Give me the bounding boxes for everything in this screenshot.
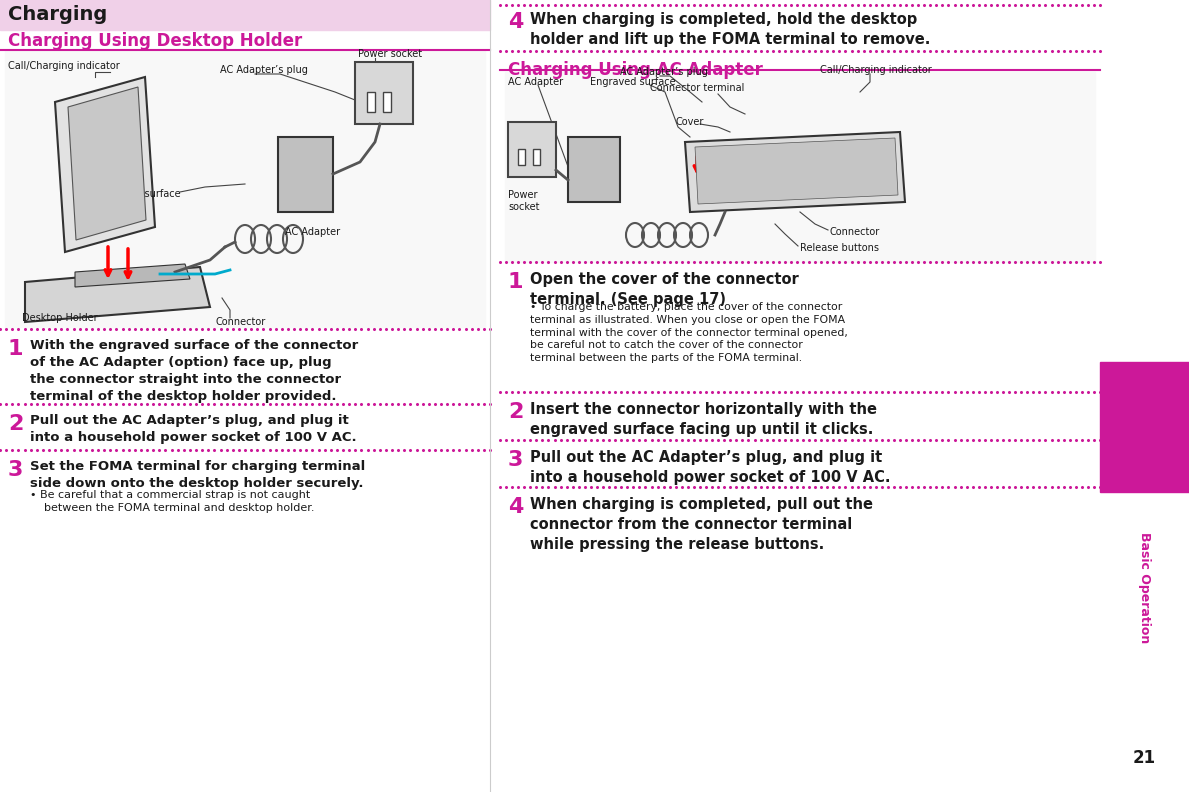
Text: Call/Charging indicator: Call/Charging indicator — [8, 61, 120, 71]
Text: Set the FOMA terminal for charging terminal
side down onto the desktop holder se: Set the FOMA terminal for charging termi… — [30, 460, 365, 490]
Bar — [356, 62, 413, 124]
Polygon shape — [68, 87, 146, 240]
Bar — [383, 92, 391, 112]
Bar — [508, 122, 556, 177]
Text: When charging is completed, hold the desktop
holder and lift up the FOMA termina: When charging is completed, hold the des… — [530, 12, 930, 47]
Text: Power socket: Power socket — [358, 49, 422, 59]
Text: Desktop Holder: Desktop Holder — [23, 313, 97, 323]
Text: 2: 2 — [508, 402, 523, 422]
Text: AC Adapter’s plug: AC Adapter’s plug — [619, 67, 707, 77]
Text: Engraved surface: Engraved surface — [590, 77, 675, 87]
Text: Pull out the AC Adapter’s plug, and plug it
into a household power socket of 100: Pull out the AC Adapter’s plug, and plug… — [30, 414, 357, 444]
Bar — [505, 72, 1095, 262]
Bar — [518, 149, 526, 165]
Polygon shape — [75, 264, 190, 287]
Text: Open the cover of the connector
terminal. (See page 17): Open the cover of the connector terminal… — [530, 272, 799, 307]
Text: AC Adapter’s plug: AC Adapter’s plug — [220, 65, 308, 75]
Bar — [533, 149, 540, 165]
Bar — [0, 0, 490, 30]
Text: 1: 1 — [8, 339, 24, 359]
Text: Connector terminal: Connector terminal — [650, 83, 744, 93]
Text: With the engraved surface of the connector
of the AC Adapter (option) face up, p: With the engraved surface of the connect… — [30, 339, 358, 403]
Text: 3: 3 — [508, 450, 523, 470]
Bar — [278, 137, 333, 212]
Text: 4: 4 — [508, 497, 523, 517]
Text: • Be careful that a commercial strap is not caught
    between the FOMA terminal: • Be careful that a commercial strap is … — [30, 490, 315, 512]
Text: Call/Charging indicator: Call/Charging indicator — [820, 65, 932, 75]
Text: Charging: Charging — [8, 6, 107, 25]
Text: Connector: Connector — [215, 317, 265, 327]
Text: Pull out the AC Adapter’s plug, and plug it
into a household power socket of 100: Pull out the AC Adapter’s plug, and plug… — [530, 450, 891, 485]
Text: Connector: Connector — [830, 227, 880, 237]
Text: Engraved surface: Engraved surface — [95, 189, 181, 199]
Text: AC Adapter: AC Adapter — [508, 77, 564, 87]
Text: Power
socket: Power socket — [508, 190, 540, 211]
Text: Insert the connector horizontally with the
engraved surface facing up until it c: Insert the connector horizontally with t… — [530, 402, 877, 437]
Polygon shape — [55, 77, 155, 252]
Polygon shape — [685, 132, 905, 212]
Bar — [568, 137, 619, 202]
Bar — [1100, 362, 1189, 492]
Bar — [5, 50, 485, 327]
Text: Cover: Cover — [675, 117, 704, 127]
Text: Release buttons: Release buttons — [800, 243, 879, 253]
Bar — [367, 92, 375, 112]
Text: 21: 21 — [1132, 749, 1156, 767]
Text: AC Adapter: AC Adapter — [285, 227, 340, 237]
Text: Charging Using AC Adapter: Charging Using AC Adapter — [508, 61, 763, 79]
Polygon shape — [696, 138, 898, 204]
Text: 3: 3 — [8, 460, 24, 480]
Text: 2: 2 — [8, 414, 24, 434]
Text: 1: 1 — [508, 272, 523, 292]
Polygon shape — [25, 267, 210, 322]
Text: Basic Operation: Basic Operation — [1138, 532, 1151, 643]
Text: • To charge the battery, place the cover of the connector
terminal as illustrate: • To charge the battery, place the cover… — [530, 302, 848, 364]
Text: Charging Using Desktop Holder: Charging Using Desktop Holder — [8, 32, 302, 50]
Text: 4: 4 — [508, 12, 523, 32]
Text: Basic Operation: Basic Operation — [1138, 371, 1151, 482]
Text: When charging is completed, pull out the
connector from the connector terminal
w: When charging is completed, pull out the… — [530, 497, 873, 551]
